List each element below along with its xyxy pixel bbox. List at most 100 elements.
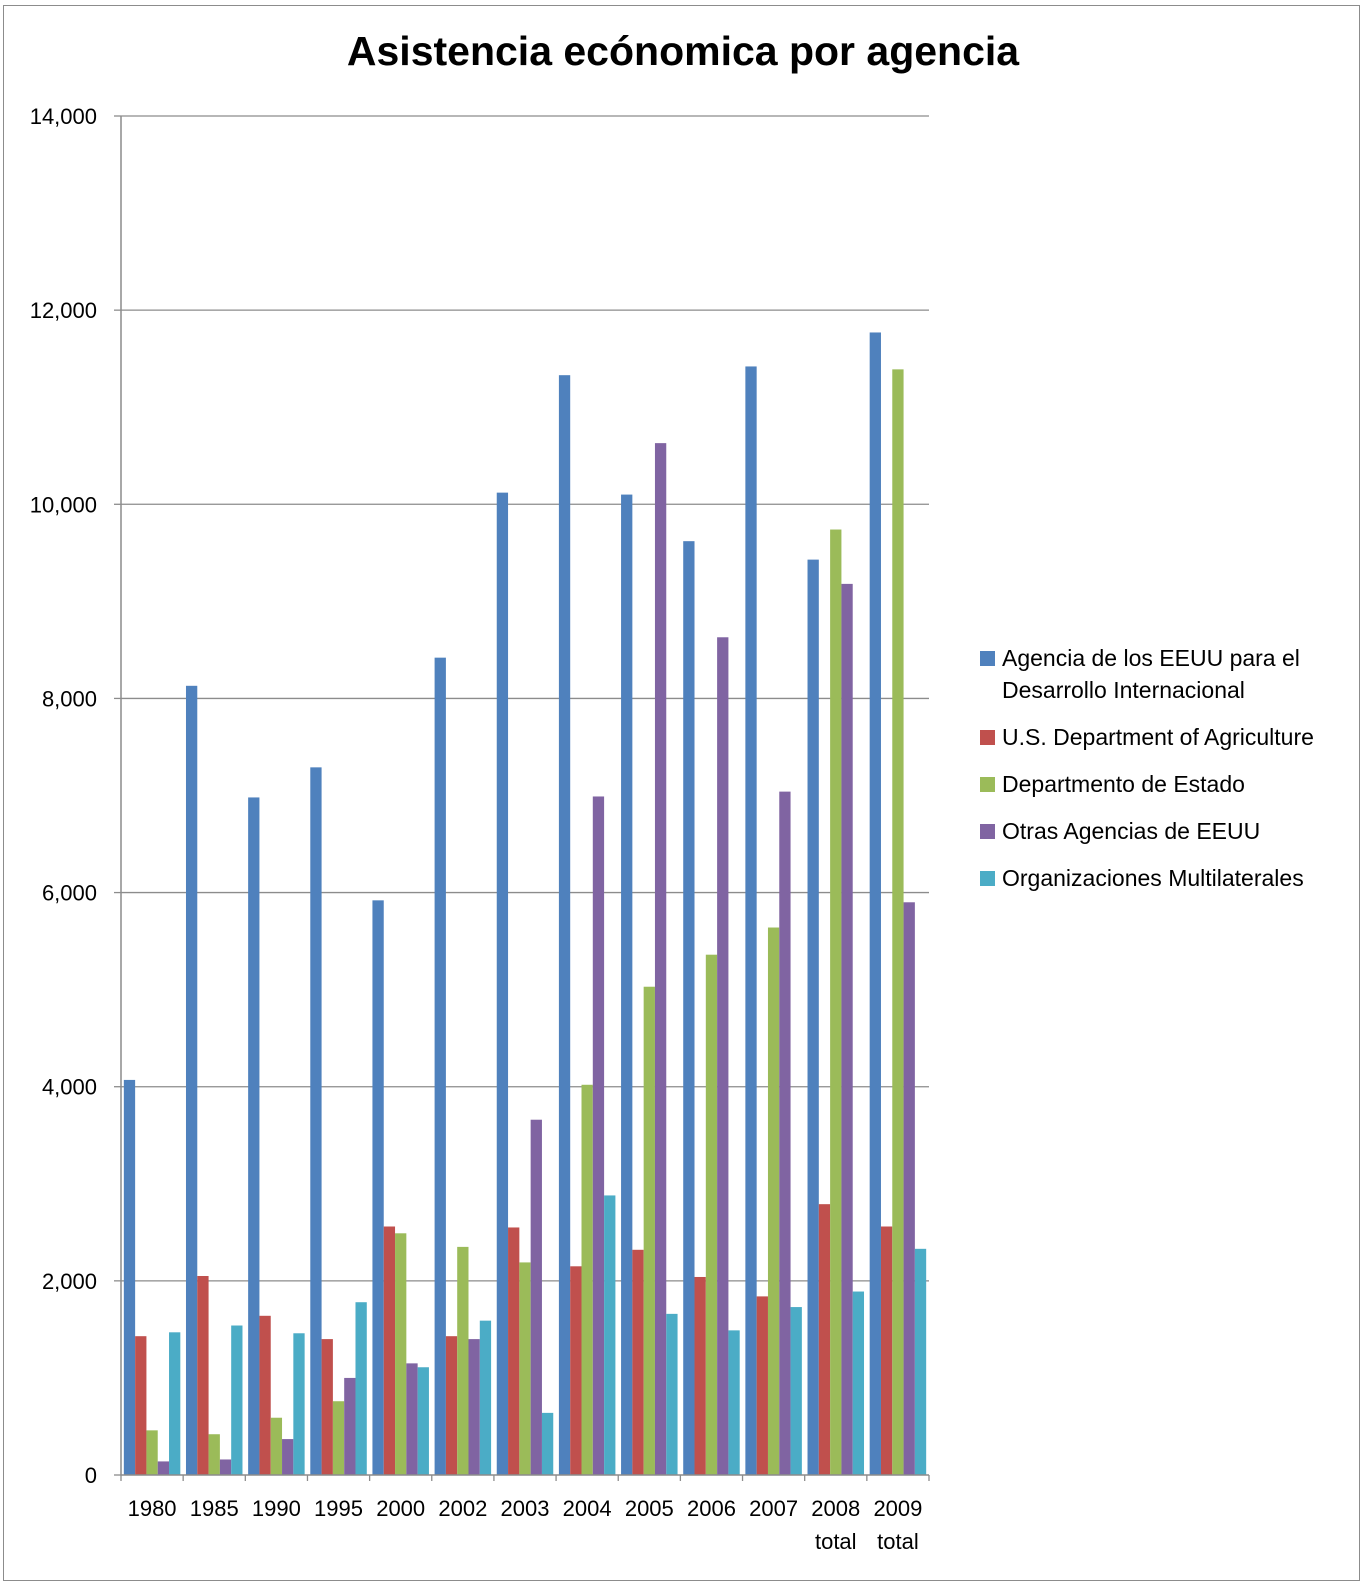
bar xyxy=(903,902,915,1475)
bar xyxy=(621,494,633,1475)
bar xyxy=(157,1461,170,1475)
bar xyxy=(558,375,571,1476)
bar xyxy=(208,1434,220,1475)
bar xyxy=(332,1401,345,1475)
bar xyxy=(445,1336,458,1475)
x-tick-label: 2009 total xyxy=(873,1496,922,1554)
x-tick-label: 1985 xyxy=(190,1496,239,1521)
bar xyxy=(248,797,260,1475)
bar xyxy=(135,1336,147,1475)
x-tick-label: 1990 xyxy=(252,1496,301,1521)
bar xyxy=(496,492,509,1475)
legend-label: U.S. Department of Agriculture xyxy=(1002,724,1314,750)
bar xyxy=(654,443,667,1475)
bar xyxy=(185,685,198,1475)
bar xyxy=(643,986,655,1475)
y-tick-label: 0 xyxy=(85,1463,97,1488)
bar xyxy=(841,583,853,1475)
legend-item: Organizaciones Multilaterales xyxy=(978,862,1358,894)
bar xyxy=(541,1412,554,1475)
bar xyxy=(717,637,729,1475)
bar xyxy=(592,796,605,1475)
bar xyxy=(818,1204,831,1475)
x-tick-label: 2008 total xyxy=(811,1496,860,1554)
bar xyxy=(270,1417,283,1475)
x-tick-label: 2000 xyxy=(376,1496,425,1521)
bar xyxy=(123,1079,136,1475)
bar xyxy=(197,1276,209,1475)
legend-label: Agencia de los EEUU para el Desarrollo In… xyxy=(1002,645,1300,703)
bar xyxy=(570,1266,582,1475)
bar xyxy=(705,954,718,1475)
bar xyxy=(321,1339,333,1475)
bar xyxy=(745,366,757,1475)
bar xyxy=(892,369,904,1475)
x-tick-label: 2006 xyxy=(687,1496,736,1521)
legend-swatch xyxy=(980,824,995,839)
bar xyxy=(914,1248,927,1475)
bar xyxy=(530,1119,542,1475)
y-tick-label: 12,000 xyxy=(30,298,97,323)
bar xyxy=(767,927,780,1475)
y-tick-label: 14,000 xyxy=(30,104,97,129)
x-tick-label: 2002 xyxy=(438,1496,487,1521)
legend-label: Otras Agencias de EEUU xyxy=(1002,818,1261,844)
bar xyxy=(355,1302,367,1475)
bar xyxy=(604,1195,616,1475)
bar xyxy=(395,1233,407,1475)
bar xyxy=(219,1459,232,1475)
bar xyxy=(259,1315,271,1475)
legend-swatch xyxy=(980,777,995,792)
legend-item: U.S. Department of Agriculture xyxy=(978,721,1358,753)
x-tick-label: 2003 xyxy=(501,1496,550,1521)
bar xyxy=(852,1291,865,1475)
legend-item: Agencia de los EEUU para el Desarrollo In… xyxy=(978,642,1358,706)
y-tick-label: 6,000 xyxy=(42,881,97,906)
bar xyxy=(756,1296,768,1475)
bar xyxy=(632,1249,644,1475)
bar xyxy=(880,1226,893,1475)
x-tick-label: 2004 xyxy=(563,1496,612,1521)
legend-swatch xyxy=(980,651,995,666)
bar xyxy=(406,1363,418,1475)
bar xyxy=(434,657,446,1475)
bar xyxy=(310,767,322,1475)
bar xyxy=(169,1332,181,1475)
legend-label: Organizaciones Multilaterales xyxy=(1002,865,1304,891)
bar xyxy=(282,1439,294,1475)
x-tick-label: 2007 xyxy=(749,1496,798,1521)
bar xyxy=(344,1377,356,1475)
bar xyxy=(728,1330,740,1475)
bar xyxy=(666,1313,678,1475)
bar xyxy=(694,1276,706,1475)
bar xyxy=(231,1325,243,1475)
legend-label: Departmento de Estado xyxy=(1002,771,1245,797)
bar xyxy=(830,529,842,1475)
bar xyxy=(468,1339,480,1475)
chart-frame xyxy=(3,5,1360,1581)
bar xyxy=(508,1227,520,1475)
y-tick-label: 10,000 xyxy=(30,492,97,517)
bar xyxy=(869,332,881,1476)
bar xyxy=(683,541,695,1475)
y-tick-label: 4,000 xyxy=(42,1075,97,1100)
bar xyxy=(779,791,791,1475)
chart-title: Asistencia ecónomica por agencia xyxy=(346,28,1020,74)
bar xyxy=(146,1430,158,1475)
y-tick-label: 8,000 xyxy=(42,686,97,711)
x-tick-label: 1995 xyxy=(314,1496,363,1521)
bar xyxy=(293,1333,305,1475)
bar xyxy=(519,1262,531,1475)
bar xyxy=(581,1084,593,1475)
x-tick-label: 2005 xyxy=(625,1496,674,1521)
bar xyxy=(457,1246,469,1475)
legend-swatch xyxy=(980,730,995,745)
chart-legend: Agencia de los EEUU para el Desarrollo In… xyxy=(978,642,1358,909)
bar xyxy=(479,1320,492,1475)
x-tick-label: 1980 xyxy=(128,1496,177,1521)
legend-item: Otras Agencias de EEUU xyxy=(978,815,1358,847)
legend-item: Departmento de Estado xyxy=(978,768,1358,800)
bar xyxy=(372,900,384,1475)
bar xyxy=(807,559,819,1475)
